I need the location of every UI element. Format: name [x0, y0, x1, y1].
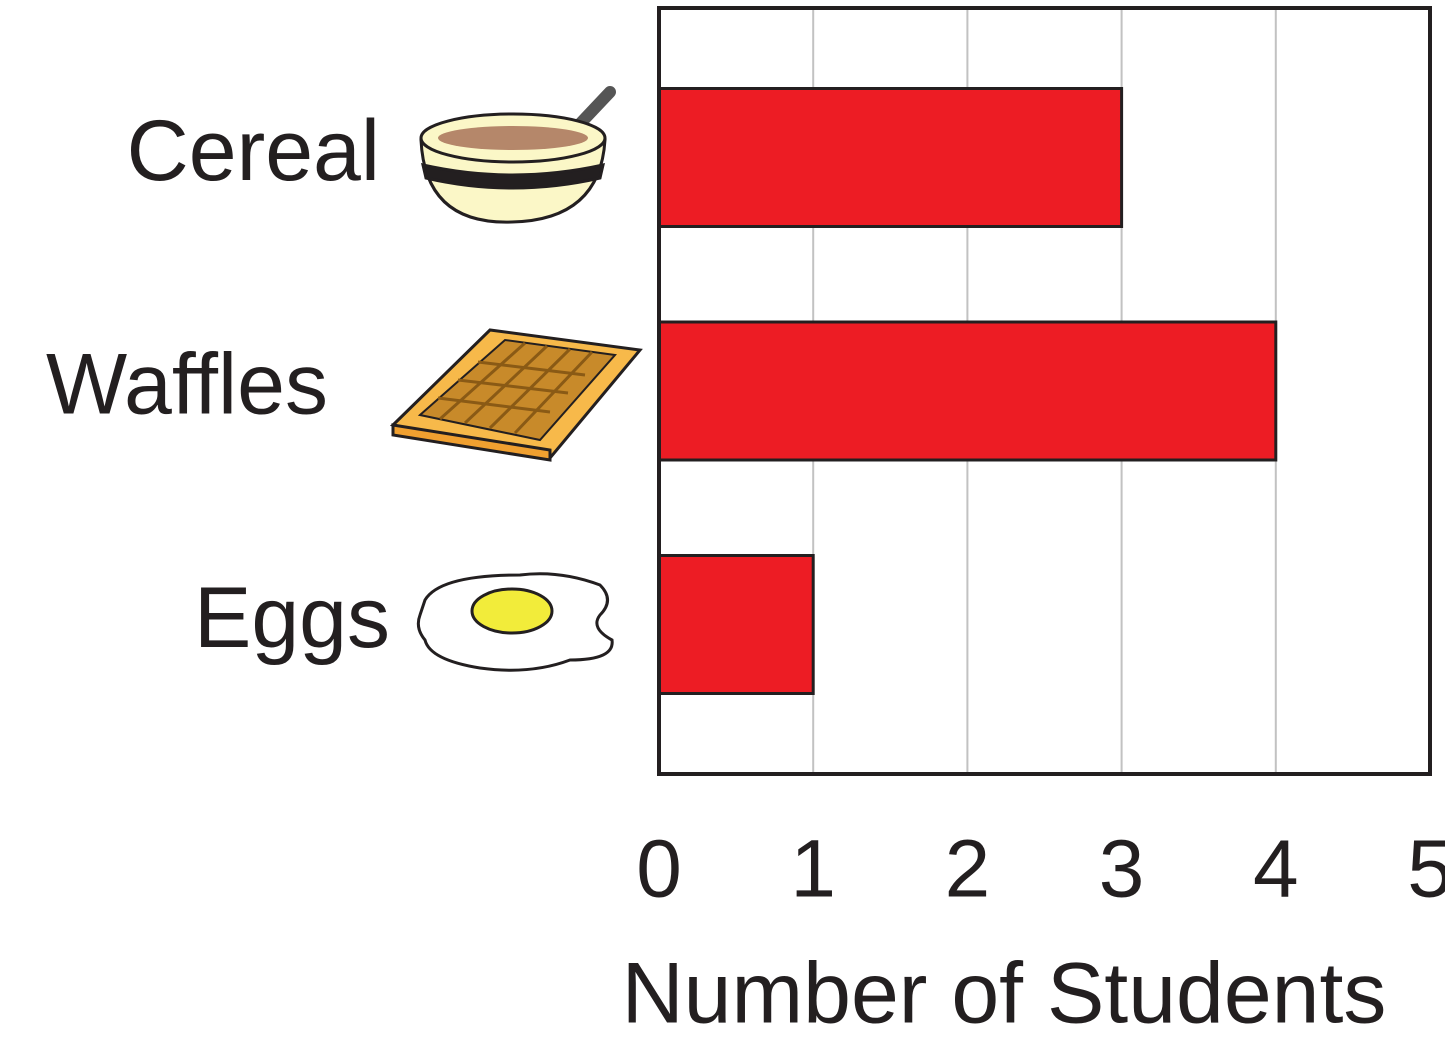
x-tick-label: 4: [1253, 824, 1299, 915]
y-tick-label: Waffles: [46, 337, 328, 433]
x-tick-label: 0: [636, 824, 682, 915]
x-tick-label: 3: [1099, 824, 1145, 915]
chart: Number of Students 0 1 2 3 4 5 Cereal Waffles Eg…: [0, 0, 1445, 1041]
bar: [659, 322, 1276, 460]
waffle-icon: [393, 330, 640, 460]
cereal-icon: [421, 92, 610, 222]
x-tick-label: 5: [1407, 824, 1445, 915]
x-tick-label: 2: [945, 824, 991, 915]
bar: [659, 556, 813, 694]
bar: [659, 89, 1122, 227]
x-tick-label: 1: [790, 824, 836, 915]
y-tick-label: Cereal: [127, 103, 380, 199]
egg-icon: [418, 574, 612, 670]
x-axis-label: Number of Students: [622, 946, 1387, 1041]
y-tick-label: Eggs: [194, 570, 390, 666]
